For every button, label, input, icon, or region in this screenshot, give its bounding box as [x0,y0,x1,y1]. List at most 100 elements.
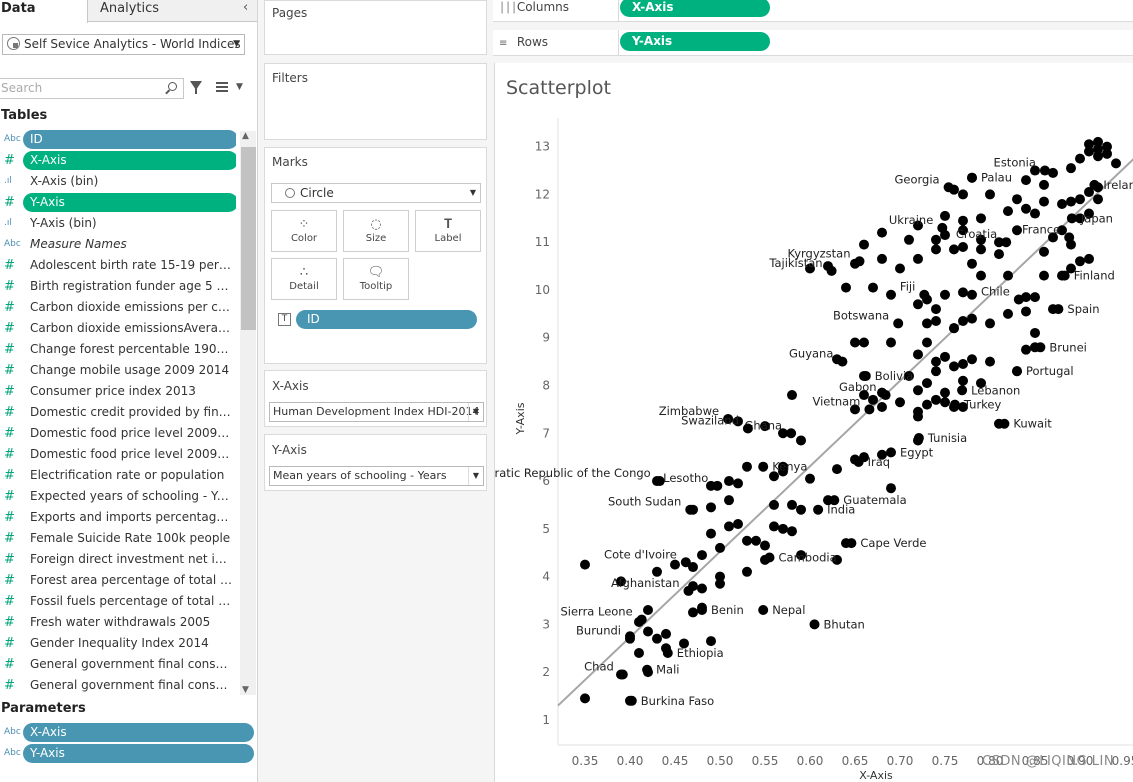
number-type-icon: # [4,573,15,588]
detail-button[interactable]: ∴ Detail [271,258,337,300]
size-button[interactable]: ◌ Size [343,210,409,252]
field-item[interactable]: # Female Suicide Rate 100k people [0,528,236,549]
filter-icon[interactable] [190,81,202,94]
data-point [742,566,752,577]
field-item[interactable]: Abc Measure Names [0,234,236,255]
point-label: Ireland [1103,178,1133,192]
field-item[interactable]: # Change forest percentable 1900 to... [0,339,236,360]
field-item[interactable]: # Y-Axis [0,192,236,213]
chevron-down-icon: ▼ [468,467,483,485]
field-item[interactable]: .ıl Y-Axis (bin) [0,213,236,234]
datasource-icon [7,37,20,50]
data-point [1021,344,1031,355]
field-item[interactable]: Abc ID [0,129,236,150]
data-point [850,404,860,415]
field-item[interactable]: # Consumer price index 2013 [0,381,236,402]
field-item[interactable]: # Domestic credit provided by financ... [0,402,236,423]
field-label: Carbon dioxide emissions per capit... [30,300,232,314]
field-item[interactable]: .ıl X-Axis (bin) [0,171,236,192]
label-button[interactable]: 𝐓 Label [415,210,481,252]
data-point [580,559,590,570]
columns-shelf[interactable]: │││ Columns X-Axis [493,0,1133,22]
parameter-item[interactable]: Abc X-Axis [0,722,257,743]
mark-type-select[interactable]: Circle ▼ [271,183,481,203]
data-point [733,519,743,530]
yaxis-parameter-select[interactable]: Mean years of schooling - Years ▼ [269,466,484,486]
y-tick-label: 13 [535,140,550,154]
scroll-down-icon[interactable]: ▼ [242,685,249,695]
field-item[interactable]: # Birth registration funder age 5 200... [0,276,236,297]
tab-analytics[interactable]: Analytics [100,1,160,16]
field-item[interactable]: # Change mobile usage 2009 2014 [0,360,236,381]
point-label: Afghanistan [611,576,679,590]
field-item[interactable]: # Gender Inequality Index 2014 [0,633,236,654]
marks-card: Marks Circle ▼ ⁘ Color ◌ Size 𝐓 Label ∴ Deta… [264,147,487,364]
field-item[interactable]: # X-Axis [0,150,236,171]
field-item[interactable]: # Exports and imports percentage G... [0,507,236,528]
viz-area[interactable]: 1 2 3 4 5 6 7 8 9 10 11 12 13 0.35 0.40 0.45 0.50 0.55 0.6… [494,63,1133,782]
data-point [931,244,941,255]
x-tick-label: 0.55 [752,754,779,768]
color-button[interactable]: ⁘ Color [271,210,337,252]
data-point [976,234,986,245]
field-item[interactable]: # Carbon dioxide emissions per capit... [0,297,236,318]
view-list-icon[interactable] [216,82,228,92]
data-point [859,390,869,401]
tab-data[interactable]: Data [0,0,88,23]
rows-shelf[interactable]: ≡ Rows Y-Axis [493,30,1133,56]
xaxis-parameter-select[interactable]: Human Development Index HDI-2014 ▼ [269,402,484,422]
chevron-down-icon[interactable]: ▼ [236,82,243,92]
number-type-icon: # [4,342,15,357]
parameter-item[interactable]: Abc Y-Axis [0,743,257,764]
field-item[interactable]: # Carbon dioxide emissionsAverage ... [0,318,236,339]
point-label: Croatia [956,227,997,241]
tooltip-button[interactable]: 🗨 Tooltip [343,258,409,300]
datasource-select[interactable]: Self Sevice Analytics - World Indices ▼ [2,34,245,55]
data-point [796,504,806,515]
data-point [1057,225,1067,236]
columns-xaxis-pill[interactable]: X-Axis [620,0,770,17]
data-point [949,399,960,410]
number-type-icon: # [4,531,15,546]
point-label: France [1022,222,1060,236]
data-point [778,461,788,472]
data-point [967,289,977,300]
field-item[interactable]: # Expected years of schooling - Years [0,486,236,507]
pages-card[interactable]: Pages [264,0,487,55]
scroll-up-icon[interactable]: ▲ [242,131,249,141]
data-point [697,550,707,561]
marks-id-pill[interactable]: ID [296,310,477,329]
field-item[interactable]: # Adolescent birth rate 15-19 per 100... [0,255,236,276]
field-item[interactable]: # General government final consum... [0,675,236,696]
data-point [904,370,914,381]
columns-shelf-label: │││ Columns [493,0,619,22]
filters-card[interactable]: Filters [264,63,487,140]
data-point [922,337,932,348]
collapse-pane-icon[interactable]: ‹ [243,0,249,15]
field-label: Female Suicide Rate 100k people [30,531,231,545]
field-item[interactable]: # Electrification rate or population [0,465,236,486]
data-point [958,225,968,236]
data-point [1039,196,1049,207]
data-point [877,227,887,238]
y-tick-label: 6 [542,474,550,488]
search-input[interactable]: Search [0,78,184,99]
scroll-thumb[interactable] [241,147,256,330]
field-item[interactable]: # Foreign direct investment net inflo... [0,549,236,570]
field-item[interactable]: # Forest area percentage of total lan... [0,570,236,591]
data-point [958,287,968,298]
rows-yaxis-pill[interactable]: Y-Axis [620,32,770,51]
field-item[interactable]: # General government final consum... [0,654,236,675]
point-label: Japan [1080,211,1113,225]
color-button-label: Color [290,233,318,244]
chevron-down-icon: ▼ [233,39,240,49]
field-item[interactable]: # Domestic food price level 2009 20... [0,423,236,444]
field-item[interactable]: # Domestic food price level 2009-20... [0,444,236,465]
field-item[interactable]: # Fossil fuels percentage of total 2012 [0,591,236,612]
data-point [1066,213,1077,224]
data-point [1048,232,1058,243]
data-point [949,323,959,334]
field-list-scrollbar[interactable]: ▲ ▼ [240,131,256,695]
field-item[interactable]: # Fresh water withdrawals 2005 [0,612,236,633]
